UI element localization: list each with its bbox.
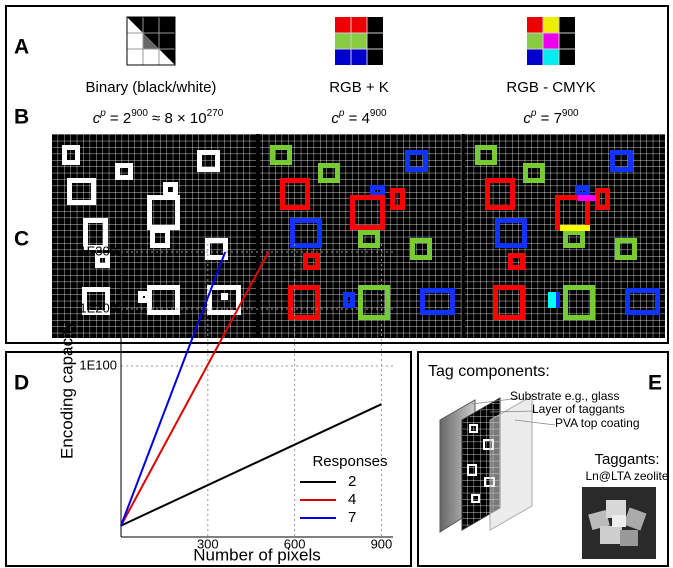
- pixel-accent: [560, 225, 590, 231]
- formula-part: = 2: [106, 110, 131, 127]
- column-label: Binary (black/white): [86, 79, 217, 96]
- taggants-title: Taggants:: [594, 451, 659, 468]
- tag-title: Tag components:: [428, 363, 550, 380]
- cmyk-icon: [527, 17, 575, 65]
- formula-part: 900: [131, 108, 148, 119]
- panel-label: D: [14, 372, 29, 395]
- pixel-accent: [548, 292, 556, 308]
- pixel-accent: [578, 195, 596, 201]
- layer-label: Substrate e.g., glass: [510, 389, 619, 403]
- formula-part: 270: [207, 108, 224, 119]
- figure: A B C Binary (black/white) RGB + K RGB -…: [0, 0, 673, 568]
- formula-part: ≈ 8 × 10: [148, 110, 207, 127]
- column-label: RGB + K: [329, 79, 389, 96]
- legend-title: Responses: [312, 453, 387, 470]
- panel-label: C: [14, 228, 29, 251]
- x-axis-label: Number of pixels: [193, 545, 321, 564]
- formula-part: = 4: [344, 110, 369, 127]
- layer-label: PVA top coating: [555, 416, 640, 430]
- pixel-shape: [224, 296, 226, 298]
- layer-illustration: [440, 396, 555, 532]
- rgbk-icon: [335, 17, 383, 65]
- column-label: RGB - CMYK: [506, 79, 595, 96]
- formula: cp = 7900: [523, 108, 579, 127]
- formula: cp = 2900 ≈ 8 × 10270: [93, 108, 224, 127]
- x-tick-label: 900: [371, 536, 393, 551]
- panel-label: B: [14, 106, 29, 129]
- y-tick-label: 1E200: [79, 300, 117, 315]
- y-axis-label: Encoding capacity: [57, 321, 76, 459]
- taggants-material: Ln@LTA zeolite: [585, 469, 668, 483]
- zeolite-photo: [582, 487, 656, 559]
- pixel-accent: [578, 185, 590, 191]
- legend-label: 4: [348, 491, 356, 508]
- y-tick-label: 1E300: [79, 243, 117, 258]
- panel-label: E: [648, 372, 662, 395]
- formula: cp = 4900: [331, 108, 387, 127]
- layer-label: Layer of taggants: [532, 402, 625, 416]
- y-tick-label: 1E100: [79, 357, 117, 372]
- formula-part: 900: [370, 108, 387, 119]
- binary-icon: [127, 17, 175, 65]
- formula-part: 900: [562, 108, 579, 119]
- formula-part: = 7: [536, 110, 561, 127]
- legend-label: 7: [348, 509, 356, 526]
- legend-label: 2: [348, 473, 356, 490]
- panel-label: A: [14, 36, 29, 59]
